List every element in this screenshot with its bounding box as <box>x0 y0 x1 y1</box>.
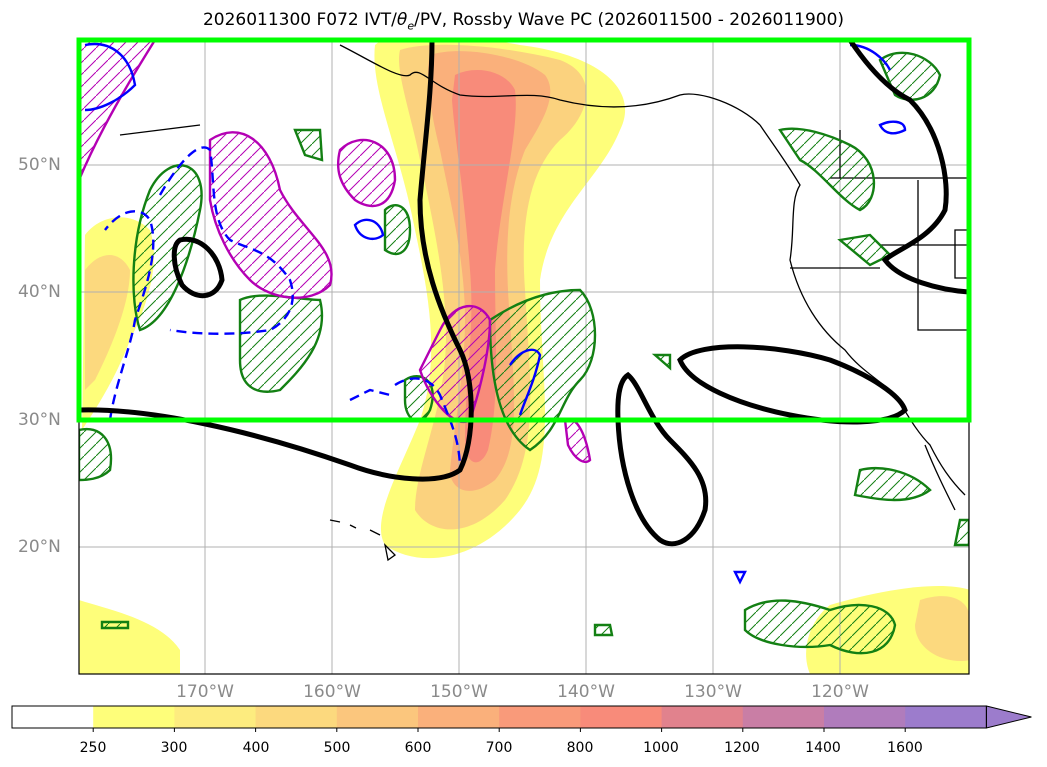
lon-label-150w: 150°W <box>430 682 488 702</box>
blue-contours <box>84 42 907 585</box>
colorbar-tick-label: 600 <box>404 740 432 756</box>
colorbar-tick-label: 1200 <box>724 740 760 756</box>
colorbar-segment <box>905 706 987 728</box>
lon-label-130w: 130°W <box>684 682 742 702</box>
lat-label-40n: 40°N <box>18 282 61 302</box>
lat-label-30n: 30°N <box>18 410 61 430</box>
colorbar-extend-arrow <box>985 705 1032 729</box>
title-prefix: 2026011300 F072 IVT/ <box>202 10 397 30</box>
colorbar <box>11 705 1032 732</box>
colorbar-segment <box>580 706 663 728</box>
colorbar-segment <box>174 706 257 728</box>
colorbar-segment <box>418 706 500 728</box>
theta-symbol: θ <box>396 10 408 30</box>
colorbar-segment <box>255 706 338 728</box>
colorbar-segment <box>336 706 419 728</box>
colorbar-tick-label: 400 <box>242 740 270 756</box>
rossby-wave-box <box>76 37 972 423</box>
colorbar-tick-label: 500 <box>323 740 351 756</box>
colorbar-segment <box>824 706 906 728</box>
theta-subscript: e <box>407 19 415 33</box>
colorbar-segment <box>661 706 744 728</box>
colorbar-tick-label: 250 <box>79 740 107 756</box>
colorbar-tick-label: 1400 <box>805 740 841 756</box>
map-layers <box>79 40 969 674</box>
colorbar-segment <box>93 706 175 728</box>
lon-label-140w: 140°W <box>557 682 615 702</box>
colorbar-segment <box>499 706 581 728</box>
colorbar-tick-label: 800 <box>566 740 594 756</box>
green-hatched-areas <box>79 51 969 655</box>
lon-label-170w: 170°W <box>176 682 234 702</box>
lat-label-50n: 50°N <box>18 155 61 175</box>
colorbar-tick-label: 700 <box>485 740 513 756</box>
coastlines <box>119 44 969 562</box>
lat-label-20n: 20°N <box>18 537 61 557</box>
colorbar-tick-label: 300 <box>160 740 188 756</box>
colorbar-segment <box>742 706 825 728</box>
map-title: 2026011300 F072 IVT/θe/PV, Rossby Wave P… <box>0 10 1047 32</box>
colorbar-tick-label: 1600 <box>887 740 923 756</box>
lon-label-160w: 160°W <box>303 682 361 702</box>
title-suffix: /PV, Rossby Wave PC (2026011500 - 202601… <box>414 10 845 30</box>
colorbar-tick-label: 1000 <box>643 740 679 756</box>
colorbar-segment <box>12 706 94 728</box>
lon-label-120w: 120°W <box>811 682 869 702</box>
